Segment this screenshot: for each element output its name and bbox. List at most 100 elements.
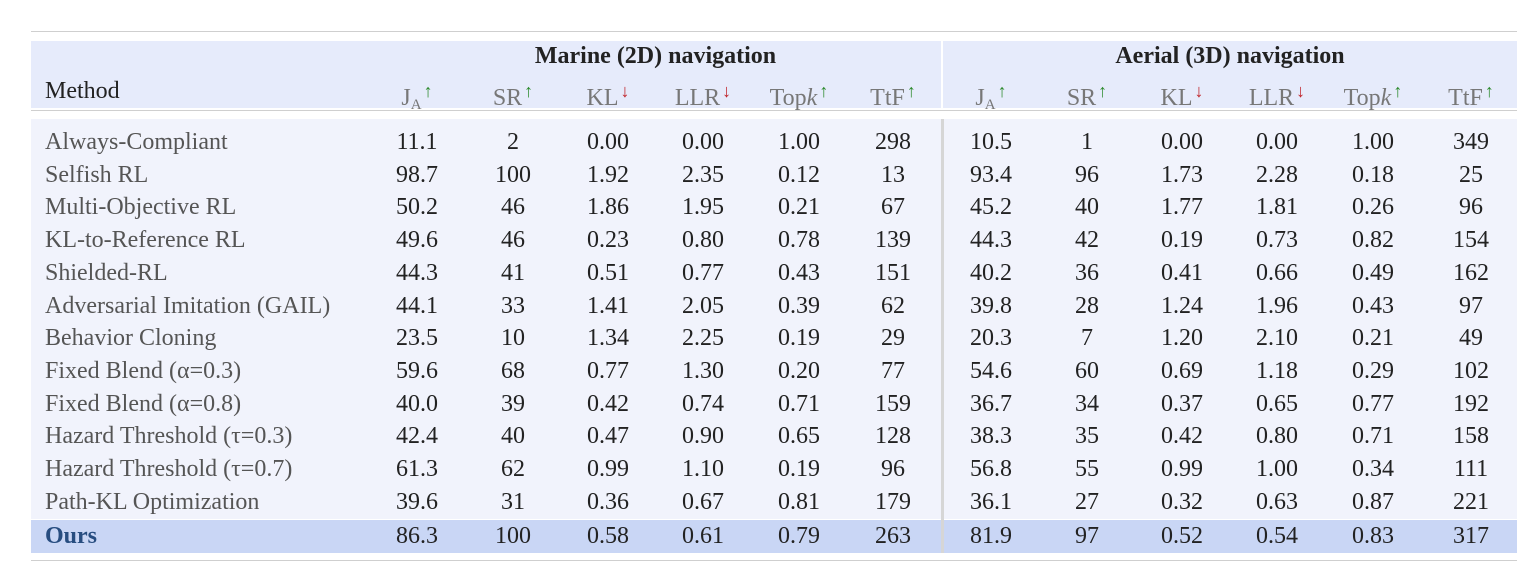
col-header-label: SR xyxy=(1066,85,1097,111)
aerial-value-cell: 0.66 xyxy=(1256,259,1298,286)
col-header-label: SR xyxy=(492,85,523,111)
aerial-value-cell: 0.65 xyxy=(1256,390,1298,417)
method-name: Selfish RL xyxy=(45,161,149,188)
marine-value-cell: 2.35 xyxy=(682,161,724,188)
aerial-value-cell: 81.9 xyxy=(970,523,1012,549)
arrow-up-icon: ↑ xyxy=(906,81,916,101)
col-header-label: J xyxy=(401,85,411,111)
marine-value-cell: 0.90 xyxy=(682,423,724,450)
arrow-down-icon: ↓ xyxy=(722,81,732,101)
aerial-value-cell: 45.2 xyxy=(970,194,1012,221)
marine-value-cell: 0.77 xyxy=(587,357,629,384)
aerial-value-cell: 44.3 xyxy=(970,227,1012,254)
marine-value-cell: 77 xyxy=(881,357,905,384)
marine-value-cell: 1.92 xyxy=(587,161,629,188)
arrow-up-icon: ↑ xyxy=(997,81,1007,101)
aerial-value-cell: 0.52 xyxy=(1161,523,1203,549)
top-rule xyxy=(31,31,1517,32)
marine-value-cell: 128 xyxy=(875,423,911,450)
aerial-value-cell: 56.8 xyxy=(970,456,1012,482)
aerial-value-cell: 40 xyxy=(1075,194,1099,221)
marine-value-cell: 0.47 xyxy=(587,423,629,450)
col-header-aerial-1: SR ↑ xyxy=(1042,76,1132,113)
marine-value-cell: 0.12 xyxy=(778,161,820,188)
marine-value-cell: 0.79 xyxy=(778,523,820,549)
col-header-aerial-3: LLR ↓ xyxy=(1232,76,1322,113)
method-name: Hazard Threshold (τ=0.7) xyxy=(45,456,293,482)
marine-value-cell: 0.39 xyxy=(778,292,820,319)
method-name: Fixed Blend (α=0.8) xyxy=(45,390,242,417)
aerial-value-cell: 7 xyxy=(1081,325,1093,352)
marine-value-cell: 0.65 xyxy=(778,423,820,450)
col-header-label: TtF xyxy=(870,85,905,111)
method-name: Hazard Threshold (τ=0.3) xyxy=(45,423,293,450)
method-name: Ours xyxy=(45,523,98,549)
aerial-value-cell: 54.6 xyxy=(970,357,1012,384)
col-header-label: Top xyxy=(769,85,807,111)
marine-value-cell: 1.10 xyxy=(682,456,724,482)
arrow-up-icon: ↑ xyxy=(819,81,829,101)
marine-value-cell: 0.00 xyxy=(682,129,724,155)
header-rule xyxy=(31,110,1517,111)
group-title-marine: Marine (2D) navigation xyxy=(534,43,777,69)
col-header-marine-4: Topk ↑ xyxy=(754,76,844,113)
aerial-value-cell: 0.21 xyxy=(1352,325,1394,352)
marine-value-cell: 263 xyxy=(875,523,911,549)
col-header-label: J xyxy=(975,85,985,111)
aerial-value-cell: 0.54 xyxy=(1256,523,1298,549)
aerial-value-cell: 60 xyxy=(1075,357,1099,384)
aerial-value-cell: 0.19 xyxy=(1161,227,1203,254)
header-band xyxy=(31,41,1517,108)
marine-value-cell: 100 xyxy=(495,523,531,549)
marine-value-cell: 1.86 xyxy=(587,194,629,221)
aerial-value-cell: 0.82 xyxy=(1352,227,1394,254)
aerial-value-cell: 96 xyxy=(1075,161,1099,188)
arrow-up-icon: ↑ xyxy=(423,81,433,101)
aerial-value-cell: 27 xyxy=(1075,488,1099,515)
aerial-value-cell: 42 xyxy=(1075,227,1099,254)
arrow-up-icon: ↑ xyxy=(1393,81,1403,101)
aerial-value-cell: 1.96 xyxy=(1256,292,1298,319)
marine-value-cell: 1.41 xyxy=(587,292,629,319)
marine-value-cell: 0.21 xyxy=(778,194,820,221)
col-header-marine-5: TtF ↑ xyxy=(848,76,938,113)
marine-value-cell: 0.99 xyxy=(587,456,629,482)
aerial-value-cell: 162 xyxy=(1453,259,1489,286)
aerial-value-cell: 0.83 xyxy=(1352,523,1394,549)
marine-value-cell: 2 xyxy=(507,129,519,155)
marine-value-cell: 0.36 xyxy=(587,488,629,515)
col-header-label: Top xyxy=(1343,85,1381,111)
marine-value-cell: 67 xyxy=(881,194,905,221)
col-header-italic: k xyxy=(1380,85,1392,111)
aerial-value-cell: 0.18 xyxy=(1352,161,1394,188)
marine-value-cell: 0.78 xyxy=(778,227,820,254)
method-name: Always-Compliant xyxy=(45,129,228,155)
marine-value-cell: 29 xyxy=(881,325,905,352)
aerial-value-cell: 1.73 xyxy=(1161,161,1203,188)
bottom-rule xyxy=(31,560,1517,561)
aerial-value-cell: 36 xyxy=(1075,259,1099,286)
marine-value-cell: 40.0 xyxy=(396,390,438,417)
aerial-value-cell: 20.3 xyxy=(970,325,1012,352)
aerial-value-cell: 102 xyxy=(1453,357,1489,384)
col-header-aerial-4: Topk ↑ xyxy=(1328,76,1418,113)
aerial-value-cell: 1.24 xyxy=(1161,292,1203,319)
aerial-value-cell: 154 xyxy=(1453,227,1489,254)
marine-value-cell: 59.6 xyxy=(396,357,438,384)
method-name: Path-KL Optimization xyxy=(45,488,260,515)
col-header-label: TtF xyxy=(1448,85,1483,111)
col-header-aerial-5: TtF ↑ xyxy=(1426,76,1516,113)
aerial-value-cell: 0.32 xyxy=(1161,488,1203,515)
aerial-value-cell: 0.00 xyxy=(1256,129,1298,155)
arrow-up-icon: ↑ xyxy=(524,81,534,101)
aerial-value-cell: 0.71 xyxy=(1352,423,1394,450)
marine-value-cell: 0.67 xyxy=(682,488,724,515)
col-header-subscript: A xyxy=(984,97,996,113)
header-separator xyxy=(941,41,943,108)
method-name: Multi-Objective RL xyxy=(45,194,237,221)
marine-value-cell: 179 xyxy=(875,488,911,515)
aerial-value-cell: 38.3 xyxy=(970,423,1012,450)
col-header-label: LLR xyxy=(674,85,721,111)
marine-value-cell: 0.42 xyxy=(587,390,629,417)
arrow-up-icon: ↑ xyxy=(1484,81,1494,101)
